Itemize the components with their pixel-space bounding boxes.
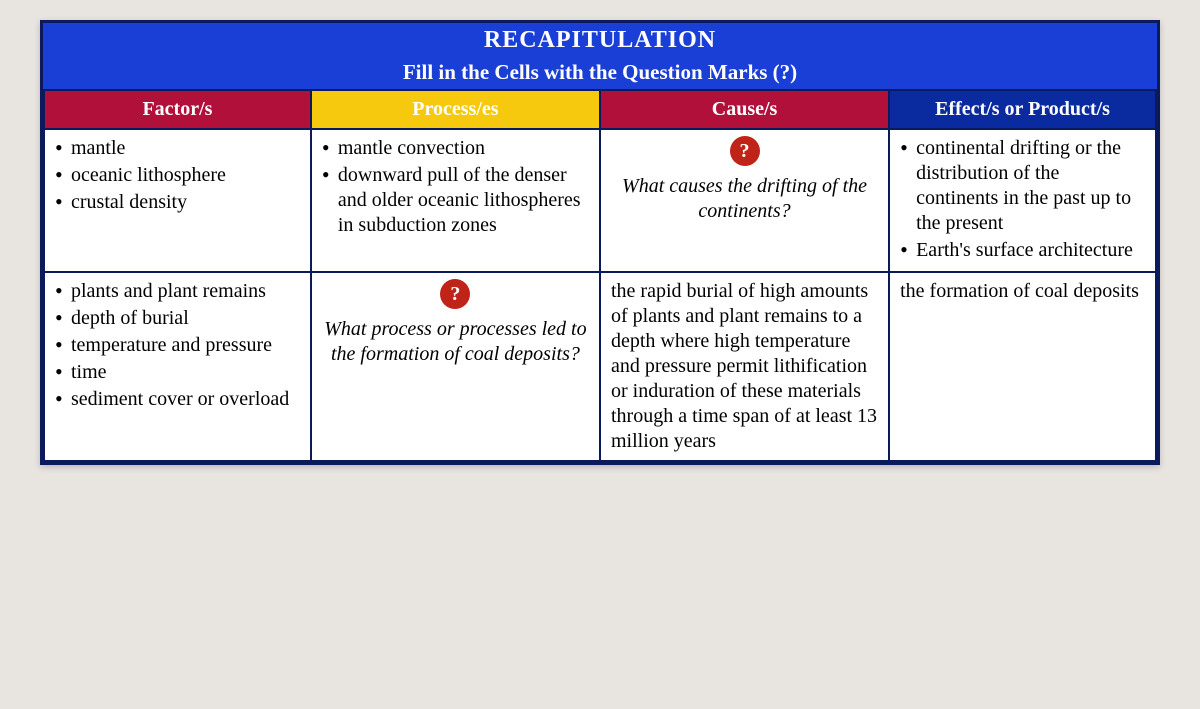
cell-process: mantle convection downward pull of the d… (311, 129, 600, 272)
list-item: depth of burial (55, 306, 300, 331)
col-effect: Effect/s or Product/s (889, 90, 1156, 129)
cell-process-question: ? What process or processes led to the f… (311, 272, 600, 461)
col-process: Process/es (311, 90, 600, 129)
data-table: Factor/s Process/es Cause/s Effect/s or … (43, 89, 1157, 462)
question-text: What causes the drifting of the continen… (611, 174, 878, 224)
col-cause: Cause/s (600, 90, 889, 129)
list-item: sediment cover or overload (55, 387, 300, 412)
list-item: oceanic lithosphere (55, 163, 300, 188)
list-item: plants and plant remains (55, 279, 300, 304)
table-row: plants and plant remains depth of burial… (44, 272, 1156, 461)
cell-effect: the formation of coal deposits (889, 272, 1156, 461)
header-row: Factor/s Process/es Cause/s Effect/s or … (44, 90, 1156, 129)
question-mark-icon: ? (440, 279, 470, 309)
list-item: continental drifting or the distribution… (900, 136, 1145, 236)
list-item: temperature and pressure (55, 333, 300, 358)
list-item: downward pull of the denser and older oc… (322, 163, 589, 238)
recap-table: RECAPITULATION Fill in the Cells with th… (40, 20, 1160, 465)
table-row: mantle oceanic lithosphere crustal densi… (44, 129, 1156, 272)
table-subtitle: Fill in the Cells with the Question Mark… (43, 56, 1157, 89)
col-factor: Factor/s (44, 90, 311, 129)
list-item: mantle convection (322, 136, 589, 161)
list-item: Earth's surface architecture (900, 238, 1145, 263)
cell-factor: mantle oceanic lithosphere crustal densi… (44, 129, 311, 272)
list-item: crustal density (55, 190, 300, 215)
list-item: time (55, 360, 300, 385)
list-item: mantle (55, 136, 300, 161)
cell-factor: plants and plant remains depth of burial… (44, 272, 311, 461)
question-text: What process or processes led to the for… (322, 317, 589, 367)
cell-effect: continental drifting or the distribution… (889, 129, 1156, 272)
cell-cause-question: ? What causes the drifting of the contin… (600, 129, 889, 272)
cell-cause: the rapid burial of high amounts of plan… (600, 272, 889, 461)
question-mark-icon: ? (730, 136, 760, 166)
table-title: RECAPITULATION (43, 23, 1157, 56)
